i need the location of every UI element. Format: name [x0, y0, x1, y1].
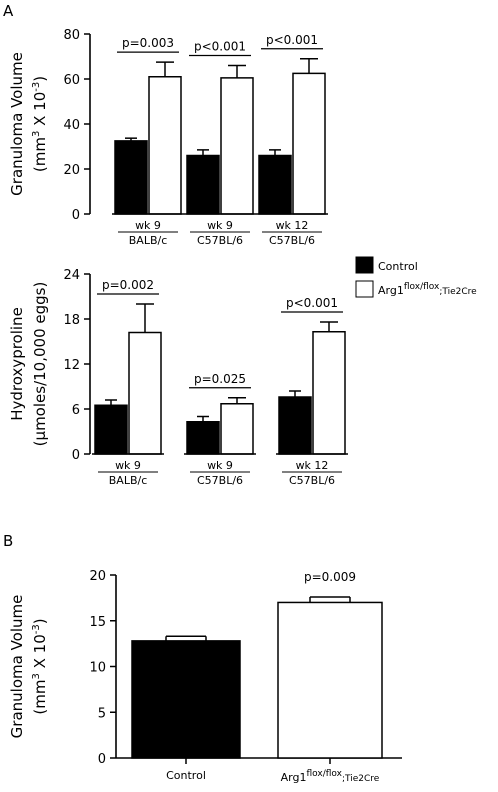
y-tick-label: 15 — [89, 615, 106, 630]
x-category-sublabel: BALB/c — [129, 234, 168, 247]
bar-control — [114, 140, 148, 215]
legend-swatch-knockout — [355, 280, 374, 298]
y-tick-label: 24 — [63, 268, 80, 283]
y-axis-label-part: X 10 — [31, 634, 49, 673]
y-tick-label: 20 — [63, 163, 80, 178]
y-axis-label-part: (mm — [31, 680, 49, 715]
bar-knockout — [148, 76, 182, 215]
bar-knockout — [220, 77, 254, 215]
y-tick-label: 0 — [98, 752, 106, 767]
y-axis-label-part: 3 — [31, 131, 42, 137]
p-value-label: p<0.001 — [194, 40, 246, 54]
y-axis-label-line2: (mm3 X 10-3) — [31, 618, 49, 714]
x-category-sublabel: C57BL/6 — [269, 234, 315, 247]
x-category-label: wk 9 — [207, 219, 233, 232]
legend-swatch-control — [355, 256, 374, 274]
y-tick-label: 0 — [72, 208, 80, 223]
x-category-label: wk 9 — [207, 459, 233, 472]
x-category-label: wk 9 — [135, 219, 161, 232]
y-axis-label-part: -3 — [31, 624, 42, 634]
y-tick-label: 40 — [63, 118, 80, 133]
panel-label-b: B — [3, 532, 13, 550]
legend: Control Arg1flox/flox;Tie2Cre — [355, 256, 477, 298]
x-category-label-part: ;Tie2Cre — [342, 774, 380, 784]
x-category-sublabel: BALB/c — [109, 474, 148, 487]
bar-knockout — [277, 601, 383, 759]
y-axis-label-line1: Hydroxyproline — [8, 307, 26, 421]
y-axis-label-line2: (μmoles/10,000 eggs) — [31, 282, 49, 447]
bar-control — [186, 421, 220, 455]
bar-control — [258, 154, 292, 215]
p-value-label: p<0.001 — [266, 33, 318, 47]
p-value-label: p=0.002 — [102, 278, 154, 292]
x-category-label: wk 9 — [115, 459, 141, 472]
legend-label-knockout: Arg1flox/flox;Tie2Cre — [378, 282, 477, 297]
x-category-label-part: Arg1 — [281, 771, 307, 784]
y-axis-label-part: 3 — [31, 673, 42, 679]
bar-knockout — [292, 72, 326, 215]
panel-label-a: A — [3, 2, 14, 20]
y-tick-label: 5 — [98, 706, 106, 721]
y-axis-label-part: (mm — [31, 137, 49, 172]
x-category-label: Arg1flox/flox;Tie2Cre — [281, 769, 380, 784]
y-tick-label: 6 — [72, 403, 80, 418]
x-category-label-part: flox/flox — [307, 769, 343, 779]
y-axis-label-part: ) — [31, 618, 49, 624]
x-category-label: wk 12 — [276, 219, 309, 232]
p-value-label: p=0.003 — [122, 36, 174, 50]
y-tick-label: 20 — [89, 569, 106, 584]
bar-knockout — [312, 331, 346, 455]
y-axis-label-line1: Granuloma Volume — [8, 595, 26, 739]
y-tick-label: 80 — [63, 28, 80, 43]
bar-knockout — [128, 331, 162, 455]
bar-knockout — [220, 403, 254, 455]
x-category-sublabel: C57BL/6 — [197, 234, 243, 247]
bar-control — [278, 396, 312, 455]
y-tick-label: 12 — [63, 358, 80, 373]
y-tick-label: 18 — [63, 313, 80, 328]
p-value-label: p=0.025 — [194, 372, 246, 386]
x-category-sublabel: C57BL/6 — [289, 474, 335, 487]
y-axis-label-part: X 10 — [31, 92, 49, 131]
y-tick-label: 60 — [63, 73, 80, 88]
y-axis-label-part: -3 — [31, 82, 42, 92]
y-tick-label: 0 — [72, 448, 80, 463]
y-axis-label-line2: (mm3 X 10-3) — [31, 76, 49, 172]
bar-control — [94, 404, 128, 455]
y-axis-label-line1: Granuloma Volume — [8, 52, 26, 196]
x-category-sublabel: C57BL/6 — [197, 474, 243, 487]
p-value-label: p<0.001 — [286, 296, 338, 310]
legend-label-control: Control — [378, 260, 418, 273]
y-axis-label-part: ) — [31, 76, 49, 82]
y-tick-label: 10 — [89, 661, 106, 676]
p-value-label: p=0.009 — [304, 570, 356, 584]
bar-control — [131, 640, 241, 759]
bar-control — [186, 154, 220, 215]
x-category-label: Control — [166, 769, 206, 782]
x-category-label: wk 12 — [296, 459, 329, 472]
